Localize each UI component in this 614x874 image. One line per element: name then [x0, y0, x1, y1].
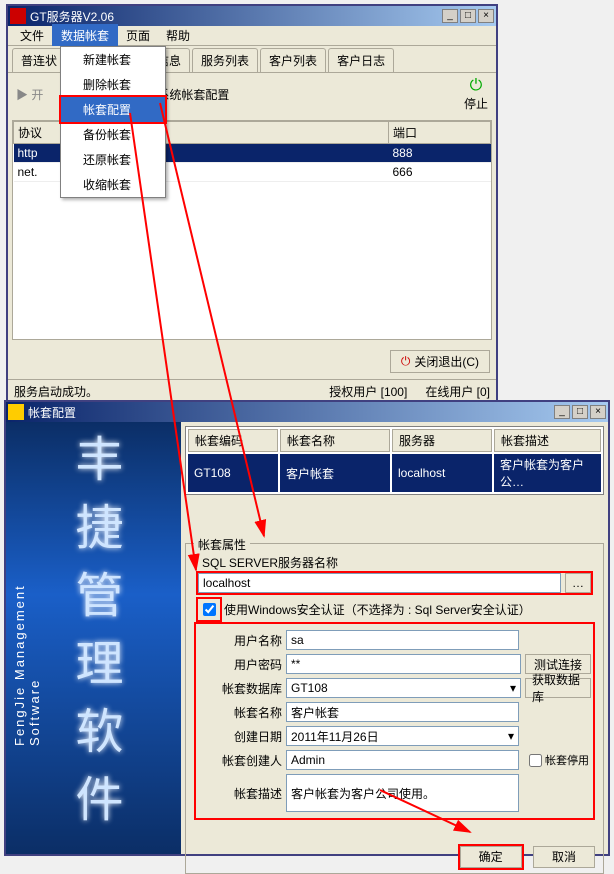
menu-page[interactable]: 页面: [118, 25, 158, 46]
sql-server-input[interactable]: localhost: [198, 573, 561, 593]
status-left: 服务启动成功。: [14, 383, 329, 400]
account-props-group: 帐套属性 SQL SERVER服务器名称 localhost … 使用Windo…: [185, 543, 604, 874]
status-mid: 授权用户 [100]: [329, 383, 407, 400]
desc-label: 帐套描述: [198, 785, 282, 802]
chevron-down-icon[interactable]: ▾: [510, 681, 516, 695]
sql-browse-button[interactable]: …: [565, 573, 591, 593]
bottom-bar: ⏻ 关闭退出(C): [8, 344, 496, 379]
menu-help[interactable]: 帮助: [158, 25, 198, 46]
username-input[interactable]: sa: [286, 630, 519, 650]
date-label: 创建日期: [198, 728, 282, 745]
disabled-checkbox[interactable]: [529, 754, 542, 767]
minimize-button[interactable]: _: [442, 9, 458, 23]
stop-icon: ⏻: [464, 77, 488, 95]
app-icon: [10, 8, 26, 24]
grid-row[interactable]: GT108 客户帐套 localhost 客户帐套为客户公…: [188, 454, 601, 492]
config-titlebar: 帐套配置 _ □ ×: [6, 402, 608, 422]
dropdown-config[interactable]: 帐套配置: [61, 97, 165, 122]
desc-input[interactable]: 客户帐套为客户公司使用。: [286, 774, 519, 812]
side-banner-cn: 丰捷管理软件: [59, 434, 129, 842]
username-label: 用户名称: [198, 632, 282, 649]
dropdown-backup[interactable]: 备份帐套: [61, 122, 165, 147]
config-minimize[interactable]: _: [554, 405, 570, 419]
db-input[interactable]: GT108▾: [286, 678, 521, 698]
side-banner-en: FengJie Management Software: [12, 530, 42, 746]
dropdown-shrink[interactable]: 收缩帐套: [61, 172, 165, 197]
caption-label: 系统帐套配置: [157, 86, 229, 103]
tab-3[interactable]: 客户列表: [260, 48, 326, 72]
tab-2[interactable]: 服务列表: [192, 48, 258, 72]
config-title: 帐套配置: [28, 404, 76, 421]
creator-label: 帐套创建人: [198, 752, 282, 769]
open-button[interactable]: ▶ 开: [16, 86, 43, 103]
col-port: 端口: [389, 122, 491, 144]
password-label: 用户密码: [198, 656, 282, 673]
close-exit-button[interactable]: ⏻ 关闭退出(C): [390, 350, 490, 373]
data-accounts-dropdown: 新建帐套 删除帐套 帐套配置 备份帐套 还原帐套 收缩帐套: [60, 46, 166, 198]
acct-name-input[interactable]: 客户帐套: [286, 702, 519, 722]
status-right: 在线用户 [0]: [425, 383, 490, 400]
get-db-button[interactable]: 获取数据库: [525, 678, 591, 698]
window-title: GT服务器V2.06: [30, 8, 114, 25]
power-icon: ⏻: [401, 354, 411, 369]
menubar: 文件 数据帐套 页面 帮助: [8, 26, 496, 46]
tab-0[interactable]: 普连状: [12, 48, 66, 72]
windows-auth-label: 使用Windows安全认证（不选择为 : Sql Server安全认证）: [224, 601, 531, 618]
password-input[interactable]: **: [286, 654, 521, 674]
maximize-button[interactable]: □: [460, 9, 476, 23]
config-grid: 帐套编码 帐套名称 服务器 帐套描述 GT108 客户帐套 localhost …: [185, 426, 604, 495]
disabled-label: 帐套停用: [545, 752, 589, 768]
gt-server-window: GT服务器V2.06 _ □ × 文件 数据帐套 页面 帮助 普连状 信息 服务…: [6, 4, 498, 405]
group-legend: 帐套属性: [194, 536, 250, 553]
db-label: 帐套数据库: [198, 680, 282, 697]
menu-data-accounts[interactable]: 数据帐套: [52, 24, 118, 47]
creator-input[interactable]: Admin: [286, 750, 519, 770]
ok-button[interactable]: 确定: [460, 846, 522, 868]
gcol-desc: 帐套描述: [494, 429, 601, 452]
dropdown-new[interactable]: 新建帐套: [61, 47, 165, 72]
config-maximize[interactable]: □: [572, 405, 588, 419]
dropdown-delete[interactable]: 删除帐套: [61, 72, 165, 97]
cancel-button[interactable]: 取消: [533, 846, 595, 868]
sql-label: SQL SERVER服务器名称: [202, 554, 595, 571]
acct-name-label: 帐套名称: [198, 704, 282, 721]
account-config-window: 帐套配置 _ □ × FengJie Management Software 丰…: [4, 400, 610, 856]
dropdown-restore[interactable]: 还原帐套: [61, 147, 165, 172]
tab-4[interactable]: 客户日志: [328, 48, 394, 72]
config-icon: [8, 404, 24, 420]
close-button[interactable]: ×: [478, 9, 494, 23]
gcol-name: 帐套名称: [280, 429, 390, 452]
side-banner: FengJie Management Software 丰捷管理软件: [6, 422, 181, 854]
windows-auth-checkbox[interactable]: [203, 603, 216, 616]
menu-file[interactable]: 文件: [12, 25, 52, 46]
gcol-server: 服务器: [392, 429, 492, 452]
gcol-code: 帐套编码: [188, 429, 278, 452]
config-close[interactable]: ×: [590, 405, 606, 419]
chevron-down-icon[interactable]: ▾: [508, 729, 514, 743]
titlebar: GT服务器V2.06 _ □ ×: [8, 6, 496, 26]
stop-button[interactable]: ⏻ 停止: [464, 77, 488, 112]
date-input[interactable]: 2011年11月26日▾: [286, 726, 519, 746]
config-right-pane: 帐套编码 帐套名称 服务器 帐套描述 GT108 客户帐套 localhost …: [181, 422, 608, 854]
